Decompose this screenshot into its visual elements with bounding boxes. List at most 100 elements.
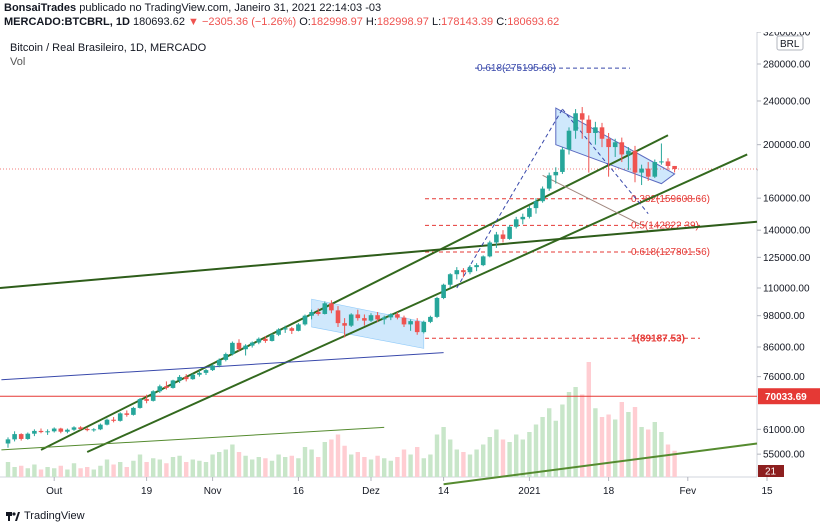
candle-body [500,234,506,239]
channel-upper-line [40,134,669,451]
candle-body [362,318,367,321]
candle-body [32,430,37,434]
volume-bar [533,424,539,477]
candle-body [586,119,592,133]
volume-bar [283,457,288,477]
volume-bar [256,457,261,477]
volume-bar [177,455,182,477]
volume-bar [276,454,281,477]
volume-bar [619,402,624,477]
candle-body [447,274,453,285]
volume-bar [415,447,420,477]
candle-body [315,312,321,314]
volume-bar [58,465,63,477]
candle-body [632,150,638,173]
price-tick-label: 200000.00 [763,140,811,151]
volume-bar [190,459,195,477]
volume-bar [124,467,129,477]
fib-level-label: 1(89187.53) [631,333,685,344]
close-label: C: [496,16,508,28]
candle-body [573,113,578,131]
volume-tag-label: 21 [765,467,777,478]
volume-bar [170,457,176,477]
tradingview-brand: TradingView [24,510,85,522]
volume-bar [573,387,578,477]
volume-bar [98,465,103,477]
volume-bar [223,449,228,477]
volume-bar [296,458,301,477]
volume-bar [527,432,532,477]
volume-bar [32,464,37,477]
candle-body [454,270,460,275]
candle-body [190,374,196,380]
candle-body [672,165,677,170]
candle-body [401,317,407,325]
candle-body [395,314,400,318]
volume-bar [652,422,657,477]
price-tick-label: 98000.00 [763,311,805,322]
candle-body [236,342,242,350]
candle-body [381,317,387,320]
candle-body [527,208,532,217]
volume-bar [45,467,50,477]
candle-body [494,234,499,243]
candle-body [619,142,625,155]
low-label: L: [431,16,442,28]
volume-bar [316,457,321,477]
candle-body [355,314,361,319]
volume-bar [217,452,222,477]
volume-bar [322,442,327,477]
tradingview-logo-icon [6,509,20,523]
candle-body [45,431,50,433]
candle-body [243,345,248,350]
volume-bar [520,439,525,477]
volume-bar [289,455,294,477]
candle-body [170,380,176,388]
volume-bar [302,447,308,477]
candle-body [210,365,215,371]
candle-body [414,321,420,333]
candle-body [12,434,17,440]
price-tick-label: 125000.00 [763,253,811,264]
time-tick-label: 16 [293,486,305,497]
chart-legend: Bitcoin / Real Brasileiro, 1D, MERCADO V… [10,42,206,68]
volume-bar [428,454,433,477]
blue-support-line [1,352,444,381]
candle-body [157,386,163,392]
volume-bar [461,452,466,477]
volume-bar [454,449,459,477]
candle-body [51,428,57,432]
volume-bar [104,459,110,477]
volume-bar [395,457,400,477]
candle-body [612,142,618,148]
volume-bar [111,464,116,477]
candle-body [18,434,24,439]
price-tick-label: 61000.00 [763,425,805,436]
candle-body [223,354,229,360]
volume-bar [263,458,268,477]
author-name[interactable]: BonsaiTrades [4,2,77,14]
volume-bar [25,468,30,477]
candle-body [368,315,374,321]
candle-body [197,372,202,375]
price-tick-label: 140000.00 [763,226,811,237]
candle-body [263,338,268,341]
price-chart[interactable]: 0.618(275195.66) 0.382(159608.66) 0.5(1428… [0,32,823,508]
volume-bar [355,452,360,477]
volume-bar [646,429,651,477]
candle-body [348,314,354,326]
volume-bar [12,467,17,477]
tradingview-footer[interactable]: TradingView [6,509,85,523]
candle-body [480,256,486,266]
candle-body [626,150,631,155]
volume-bar [421,458,426,477]
volume-bar [606,414,611,477]
currency-label: BRL [780,39,800,50]
volume-bar [665,444,671,477]
volume-bar [566,392,572,477]
support-price-tag-label: 70033.69 [765,392,807,403]
symbol-line: MERCADO:BTCBRL, 1D 180693.62 ▼ −2305.36 … [4,16,559,28]
volume-bar [203,462,209,477]
volume-bar [388,460,393,477]
volume-bar [626,412,631,477]
